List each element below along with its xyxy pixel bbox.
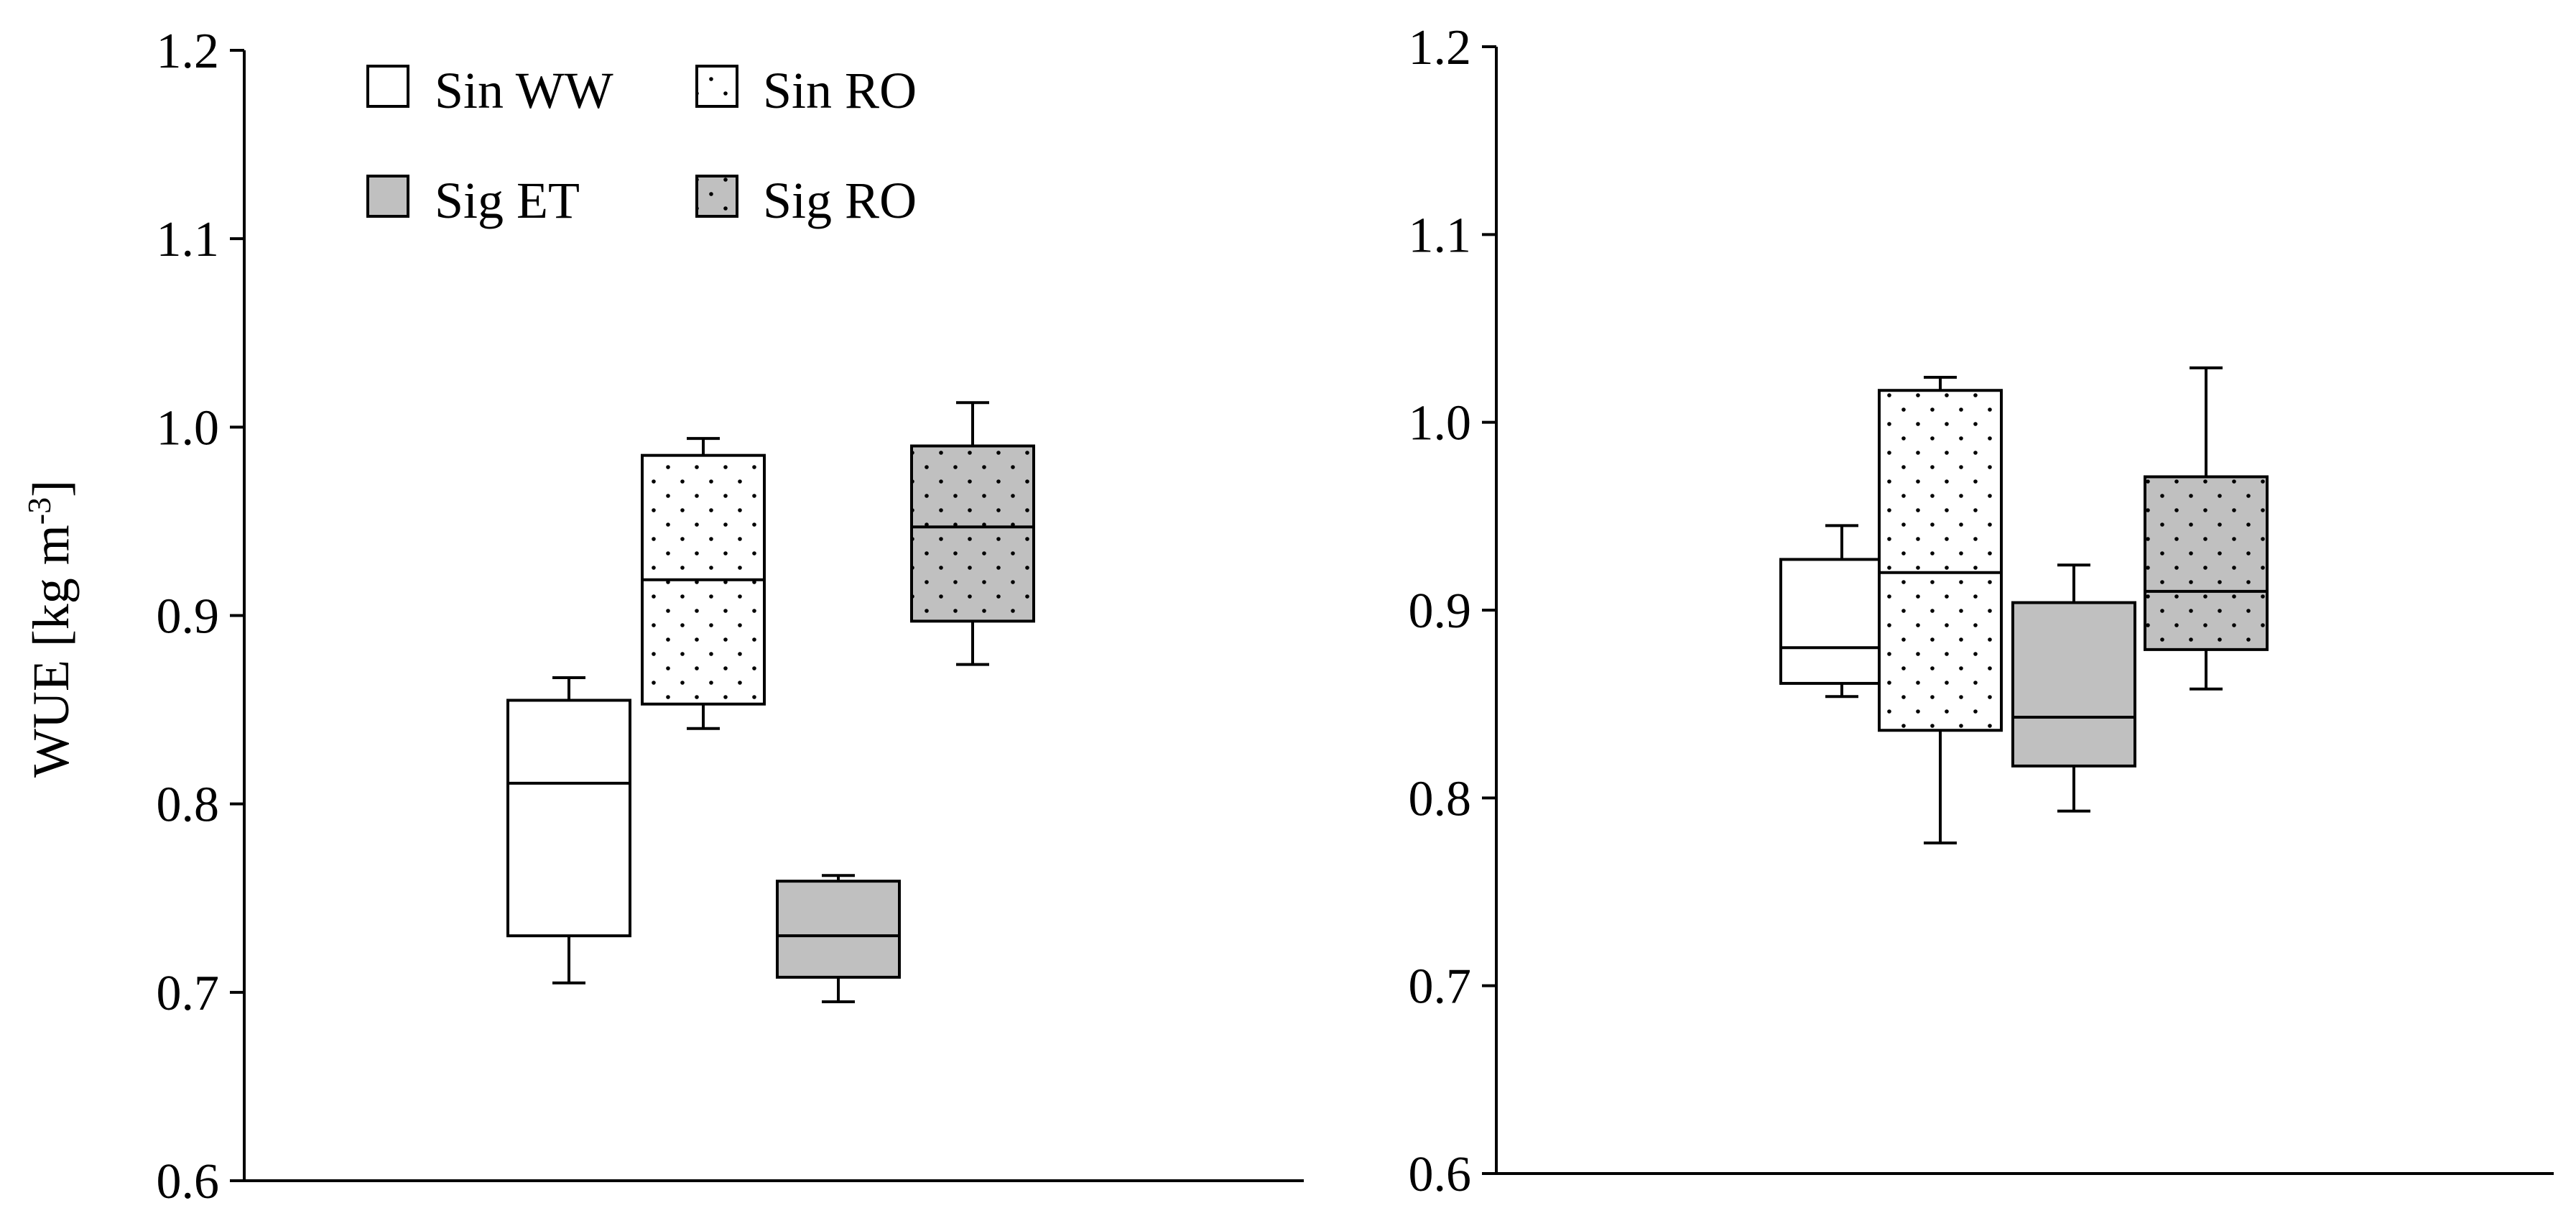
box-body-sig-ro (2144, 475, 2269, 651)
legend-swatch-sin-ro (695, 65, 738, 108)
y-tick-label: 0.8 (1409, 771, 1472, 826)
left-panel: 0.6 0.7 0.8 0.9 1.0 1.1 1.2 (157, 24, 1304, 1209)
y-tick-label: 0.9 (157, 589, 220, 645)
legend-label-sin-ww: Sin WW (435, 62, 613, 119)
legend-swatch-sin-ww (366, 65, 409, 108)
box-sin-ro (1878, 375, 2003, 845)
y-tick-label: 1.0 (1409, 396, 1472, 451)
box-sin-ro (641, 437, 766, 730)
legend-swatch-sig-ro (695, 175, 738, 218)
y-axis-title-superscript: -3 (21, 497, 57, 525)
right-panel: 0.6 0.7 0.8 0.9 1.0 1.1 1.2 (1409, 20, 2554, 1202)
y-tick-label: 1.2 (1409, 20, 1472, 75)
y-axis-title: WUE [kg m-3] (21, 480, 80, 778)
y-tick-label: 1.1 (157, 212, 220, 267)
box-sig-ro (2144, 366, 2269, 691)
box-body-sig-et (2011, 601, 2136, 768)
y-tick-label: 0.7 (1409, 959, 1472, 1015)
legend-label-sig-ro: Sig RO (763, 172, 917, 229)
y-tick-label: 0.6 (1409, 1147, 1472, 1202)
legend: Sin WW Sin RO Sig ET Sig RO (366, 62, 917, 229)
y-tick-label: 1.1 (1409, 208, 1472, 263)
box-sig-et (776, 874, 901, 1003)
y-tick-label: 0.6 (157, 1154, 220, 1209)
legend-label-sig-et: Sig ET (435, 172, 580, 229)
box-body-sin-ro (1878, 389, 2003, 732)
box-body-sin-ww (506, 699, 631, 938)
box-body-sig-ro (910, 444, 1035, 623)
y-tick-label: 0.7 (157, 966, 220, 1021)
y-tick-label: 1.0 (157, 400, 220, 456)
box-sig-ro (910, 401, 1035, 666)
box-body-sig-et (776, 880, 901, 979)
box-sig-et (2011, 563, 2136, 813)
y-tick-label: 0.8 (157, 778, 220, 833)
box-sin-ww (506, 676, 631, 985)
y-tick-label: 0.9 (1409, 584, 1472, 639)
legend-swatch-sig-et (366, 175, 409, 218)
legend-label-sin-ro: Sin RO (763, 62, 917, 119)
y-tick-label: 1.2 (157, 24, 220, 79)
